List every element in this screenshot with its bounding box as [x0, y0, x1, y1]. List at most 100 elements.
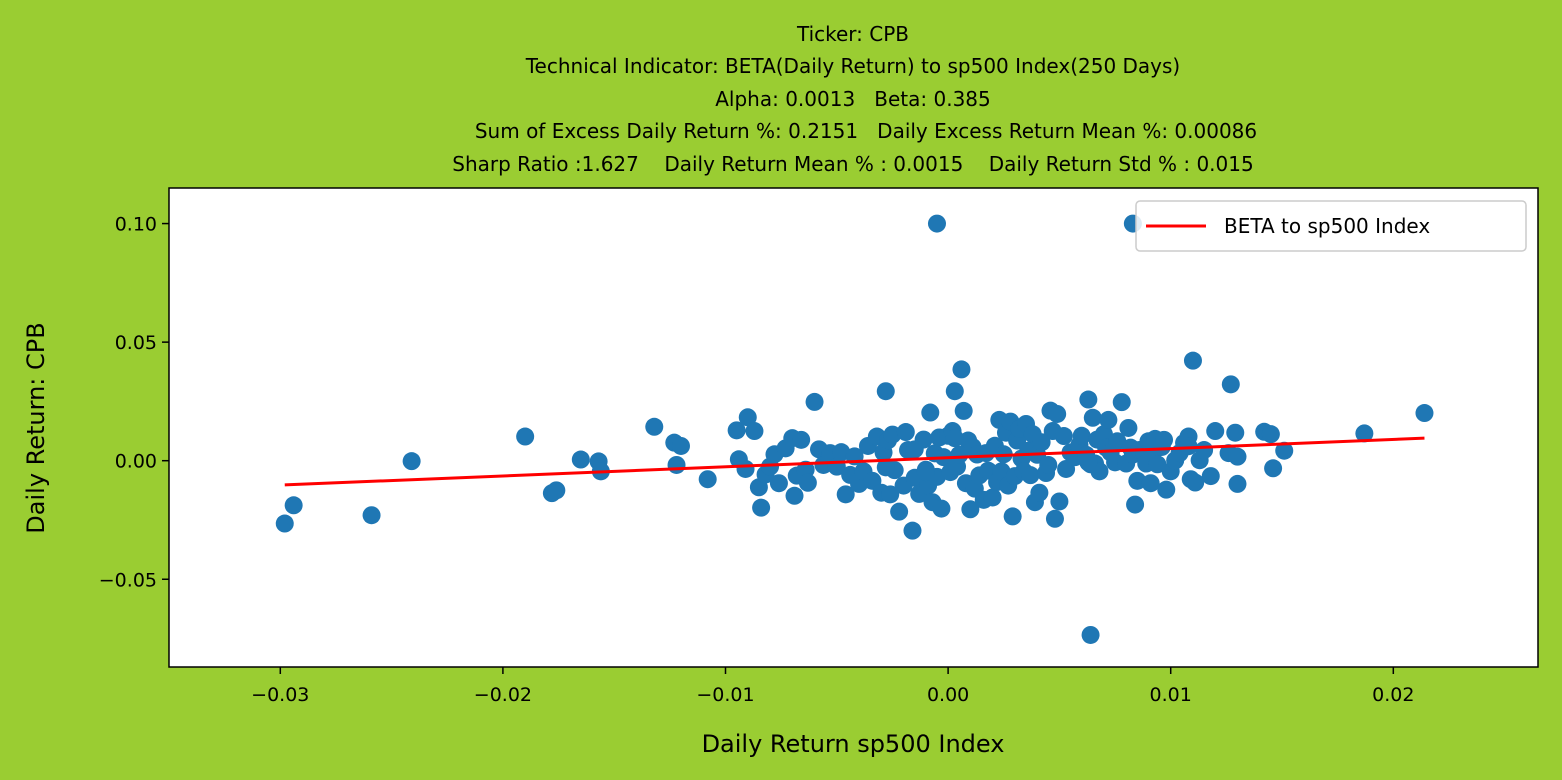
data-point [1045, 509, 1064, 528]
data-point [945, 382, 964, 401]
data-point [1079, 453, 1098, 472]
data-point [645, 417, 664, 436]
x-axis-ticks: −0.03 −0.02 −0.01 0.00 0.01 0.02 [251, 667, 1414, 706]
x-tick-label: 0.01 [1150, 684, 1192, 706]
x-tick-label: 0.02 [1372, 684, 1414, 706]
data-point [927, 214, 946, 233]
data-point [1094, 425, 1113, 444]
y-axis-label: Daily Return: CPB [22, 322, 50, 533]
y-tick-label: 0.00 [115, 451, 157, 473]
data-point [883, 425, 902, 444]
data-point [727, 421, 746, 440]
title-line-ticker: Ticker: CPB [796, 22, 909, 46]
data-point [275, 514, 294, 533]
data-point [881, 485, 900, 504]
data-point [1083, 408, 1102, 427]
y-tick-label: 0.05 [115, 332, 157, 354]
legend-label: BETA to sp500 Index [1224, 214, 1430, 238]
data-point [1415, 404, 1434, 423]
data-point [916, 463, 935, 482]
data-point [890, 502, 909, 521]
y-tick-label: 0.10 [115, 214, 157, 236]
data-point [1108, 432, 1127, 451]
x-tick-label: 0.00 [927, 684, 969, 706]
scatter-points [275, 214, 1434, 644]
data-point [896, 423, 915, 442]
data-point [983, 488, 1002, 507]
data-point [1032, 433, 1051, 452]
data-point [798, 473, 817, 492]
data-point [1119, 418, 1138, 437]
data-point [1048, 404, 1067, 423]
data-point [1157, 480, 1176, 499]
data-point [1261, 425, 1280, 444]
data-point [284, 496, 303, 515]
data-point [547, 481, 566, 500]
data-point [903, 521, 922, 540]
title-line-excess-return: Sum of Excess Daily Return %: 0.2151 Dai… [475, 119, 1257, 143]
title-line-alpha-beta: Alpha: 0.0013 Beta: 0.385 [715, 87, 991, 111]
data-point [836, 485, 855, 504]
data-point [769, 474, 788, 493]
data-point [1228, 447, 1247, 466]
data-point [1072, 426, 1091, 445]
data-point [736, 459, 755, 478]
chart-title: Ticker: CPB Technical Indicator: BETA(Da… [452, 22, 1257, 176]
data-point [1003, 507, 1022, 526]
data-point [1206, 422, 1225, 441]
x-axis-label: Daily Return sp500 Index [702, 730, 1005, 758]
data-point [1221, 375, 1240, 394]
data-point [1054, 427, 1073, 446]
data-point [1030, 483, 1049, 502]
data-point [745, 422, 764, 441]
data-point [1126, 495, 1145, 514]
plot-frame [168, 187, 1539, 668]
data-point [805, 392, 824, 411]
x-tick-label: −0.01 [696, 684, 754, 706]
data-point [516, 427, 535, 446]
data-point [1099, 410, 1118, 429]
y-tick-label: −0.05 [99, 569, 157, 591]
y-axis-ticks: 0.10 0.05 0.00 −0.05 [99, 214, 169, 591]
title-line-indicator: Technical Indicator: BETA(Daily Return) … [525, 54, 1181, 78]
data-point [876, 382, 895, 401]
data-point [1195, 441, 1214, 460]
data-point [1112, 393, 1131, 412]
data-point [362, 506, 381, 525]
data-point [1275, 441, 1294, 460]
data-point [961, 500, 980, 519]
plot-area [169, 188, 1538, 667]
data-point [671, 436, 690, 455]
data-point [905, 440, 924, 459]
beta-regression-line [284, 436, 1425, 487]
data-point [1183, 351, 1202, 370]
title-line-sharp-ratio: Sharp Ratio :1.627 Daily Return Mean % :… [452, 152, 1253, 176]
data-point [1179, 437, 1198, 456]
data-point [950, 445, 969, 464]
data-point [1228, 474, 1247, 493]
data-point [1081, 625, 1100, 644]
data-point [1226, 423, 1245, 442]
data-point [1039, 455, 1058, 474]
data-point [1186, 473, 1205, 492]
data-point [1141, 474, 1160, 493]
data-point [785, 486, 804, 505]
data-point [1148, 455, 1167, 474]
data-point [1021, 466, 1040, 485]
data-point [698, 470, 717, 489]
data-point [752, 498, 771, 517]
legend: BETA to sp500 Index [1135, 200, 1527, 252]
data-point [876, 458, 895, 477]
data-point [945, 429, 964, 448]
data-point [667, 455, 686, 474]
data-point [792, 430, 811, 449]
data-point [402, 452, 421, 471]
data-point [932, 499, 951, 518]
data-point [1128, 471, 1147, 490]
data-point [571, 450, 590, 469]
data-point [1155, 430, 1174, 449]
data-point [1079, 390, 1098, 409]
x-tick-label: −0.03 [251, 684, 309, 706]
data-point [738, 408, 757, 427]
